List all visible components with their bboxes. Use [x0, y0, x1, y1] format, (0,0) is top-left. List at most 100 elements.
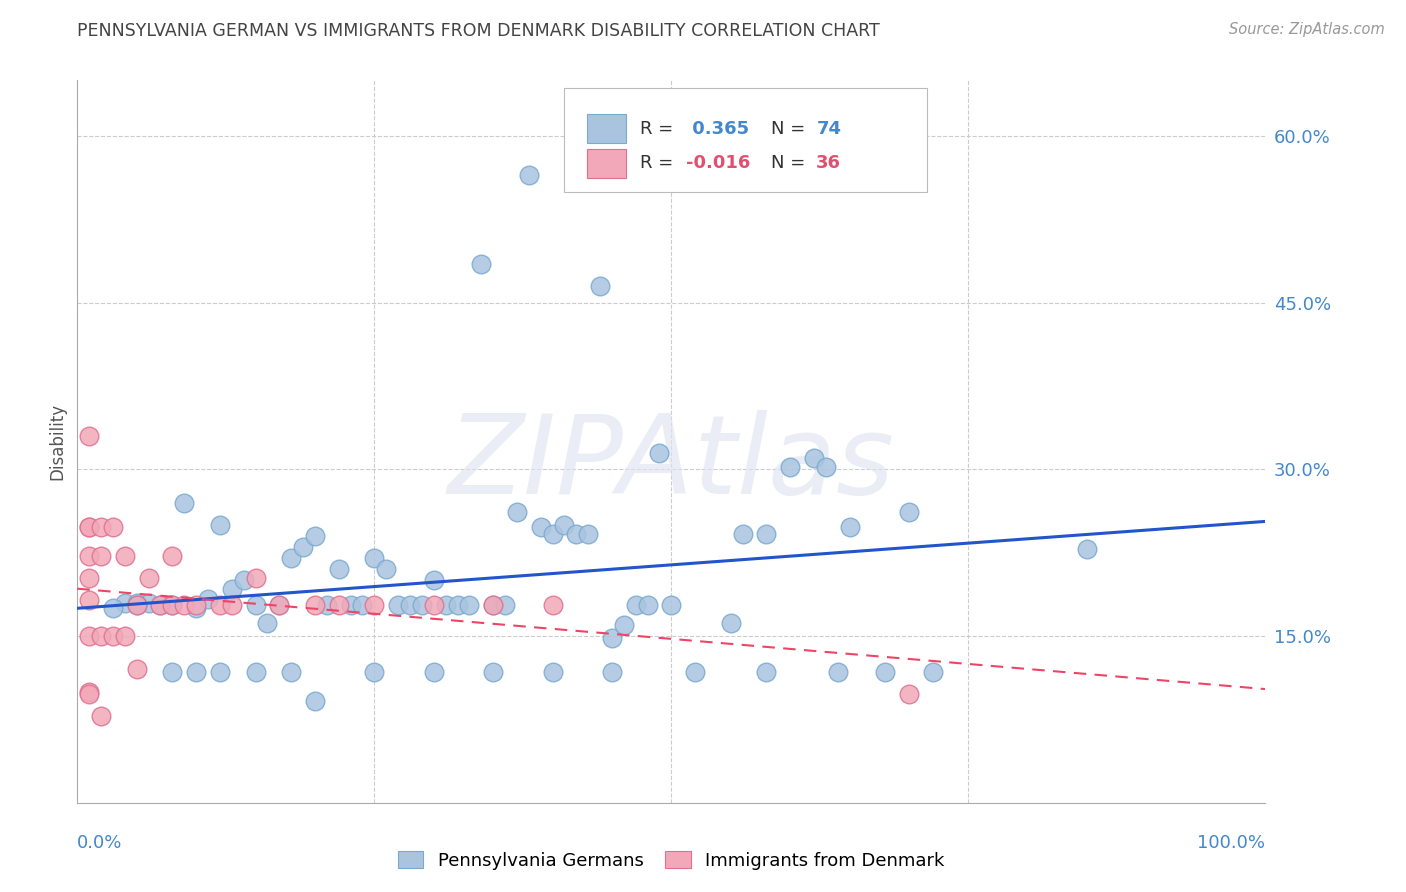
Point	[269, 598, 291, 612]
Point	[149, 598, 172, 612]
Point	[77, 687, 100, 701]
Point	[197, 592, 219, 607]
Text: 0.365: 0.365	[686, 120, 749, 137]
Text: N =: N =	[770, 120, 811, 137]
Point	[624, 598, 647, 612]
Point	[446, 598, 468, 612]
Point	[208, 517, 231, 532]
Point	[328, 598, 350, 612]
FancyBboxPatch shape	[564, 87, 927, 193]
Point	[125, 662, 148, 676]
Point	[875, 665, 897, 679]
Point	[90, 549, 112, 563]
Point	[921, 665, 943, 679]
Point	[731, 526, 754, 541]
Bar	[588, 114, 626, 143]
Point	[494, 598, 516, 612]
Text: PENNSYLVANIA GERMAN VS IMMIGRANTS FROM DENMARK DISABILITY CORRELATION CHART: PENNSYLVANIA GERMAN VS IMMIGRANTS FROM D…	[77, 22, 880, 40]
Point	[186, 598, 208, 612]
Point	[304, 598, 326, 612]
Point	[683, 665, 706, 679]
Point	[1076, 542, 1098, 557]
Point	[423, 665, 446, 679]
Point	[517, 168, 540, 182]
Point	[352, 598, 374, 612]
Point	[589, 279, 612, 293]
Point	[245, 665, 267, 679]
Point	[541, 526, 564, 541]
Point	[541, 665, 564, 679]
Text: Source: ZipAtlas.com: Source: ZipAtlas.com	[1229, 22, 1385, 37]
Point	[221, 598, 243, 612]
Point	[162, 598, 184, 612]
Point	[101, 629, 124, 643]
Point	[304, 529, 326, 543]
Point	[565, 526, 588, 541]
Point	[208, 665, 231, 679]
Point	[814, 460, 837, 475]
Point	[90, 709, 112, 723]
Point	[470, 257, 492, 271]
Point	[186, 665, 208, 679]
Point	[898, 687, 921, 701]
Point	[506, 505, 529, 519]
Point	[77, 593, 100, 607]
Point	[221, 582, 243, 597]
Text: -0.016: -0.016	[686, 154, 749, 172]
Point	[553, 517, 575, 532]
Point	[363, 598, 385, 612]
Point	[280, 551, 302, 566]
Point	[637, 598, 659, 612]
Point	[482, 665, 505, 679]
Text: ZIPAtlas: ZIPAtlas	[449, 409, 894, 516]
Point	[399, 598, 422, 612]
Text: 0.0%: 0.0%	[77, 834, 122, 852]
Point	[101, 520, 124, 534]
Point	[803, 451, 825, 466]
Point	[458, 598, 481, 612]
Point	[779, 460, 801, 475]
Point	[162, 549, 184, 563]
Point	[375, 562, 398, 576]
Point	[613, 618, 636, 632]
Point	[315, 598, 337, 612]
Point	[339, 598, 361, 612]
Legend: Pennsylvania Germans, Immigrants from Denmark: Pennsylvania Germans, Immigrants from De…	[391, 844, 952, 877]
Point	[114, 596, 136, 610]
Point	[269, 598, 291, 612]
Point	[363, 551, 385, 566]
Point	[138, 596, 160, 610]
Point	[898, 505, 921, 519]
Point	[423, 598, 446, 612]
Point	[434, 598, 457, 612]
Point	[173, 496, 195, 510]
Point	[648, 445, 671, 459]
Point	[149, 598, 172, 612]
Point	[77, 520, 100, 534]
Point	[827, 665, 849, 679]
Point	[304, 693, 326, 707]
Point	[162, 665, 184, 679]
Point	[232, 574, 254, 588]
Point	[423, 574, 446, 588]
Point	[411, 598, 433, 612]
Point	[482, 598, 505, 612]
Point	[186, 601, 208, 615]
Point	[292, 540, 315, 554]
Point	[114, 629, 136, 643]
Point	[541, 598, 564, 612]
Point	[125, 596, 148, 610]
Point	[90, 520, 112, 534]
Point	[530, 520, 553, 534]
Point	[173, 598, 195, 612]
Point	[101, 601, 124, 615]
Point	[256, 615, 278, 630]
Point	[77, 549, 100, 563]
Point	[661, 598, 683, 612]
Point	[482, 598, 505, 612]
Text: 100.0%: 100.0%	[1198, 834, 1265, 852]
Point	[280, 665, 302, 679]
Point	[755, 665, 778, 679]
Text: 36: 36	[817, 154, 841, 172]
Point	[138, 571, 160, 585]
